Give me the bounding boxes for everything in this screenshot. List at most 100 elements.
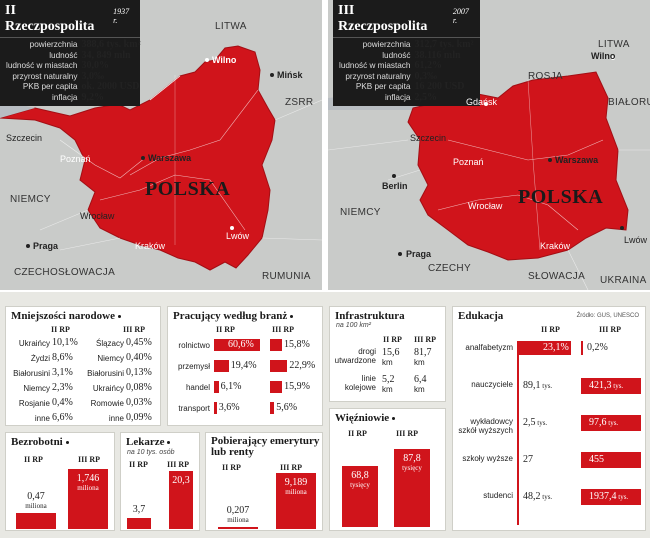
- map-ii-rp-shape: [0, 0, 322, 290]
- bar-value-number: 1,746: [76, 473, 100, 484]
- map-ii-rp: II Rzeczpospolita 1937 r. powierzchnia 388…: [0, 0, 322, 290]
- info-label: PKB per capita: [355, 82, 411, 91]
- col-header-iii-rp: III RP: [414, 335, 437, 344]
- minority-name: Niemcy: [23, 384, 50, 393]
- education-bar-ii-rp-stem: [517, 355, 519, 525]
- panel-pracujacy: Pracujący według branż II RP III RP roln…: [167, 306, 323, 426]
- city-wroclaw: Wrocław: [80, 211, 115, 221]
- sector-bar-iii-rp: [270, 360, 288, 372]
- bar-value-number: 3,7: [132, 504, 146, 516]
- panel-title-text: Pracujący według branż: [173, 310, 288, 322]
- sector-name: handel: [185, 383, 210, 392]
- infrastructure-unit: km: [382, 385, 393, 394]
- sector-value-ii-rp: 6,1%: [220, 381, 242, 392]
- info-box-ii-rp: II Rzeczpospolita 1937 r. powierzchnia 388…: [0, 0, 141, 106]
- city-praga: Praga: [406, 249, 432, 259]
- info-label: PKB per capita: [22, 82, 78, 91]
- minority-value: 0,03%: [126, 397, 152, 408]
- bar-value-ii-rp: 3,7: [117, 504, 161, 515]
- col-header-ii-rp: II RP: [24, 455, 43, 464]
- info-label: powierzchnia: [29, 40, 78, 49]
- bar-value-unit: tysięcy: [402, 464, 422, 472]
- sector-value-iii-rp: 5,6%: [276, 402, 298, 413]
- education-unit: tys.: [611, 382, 624, 390]
- minority-value: 0,40%: [126, 352, 152, 363]
- sector-value-ii-rp: 19,4%: [230, 360, 257, 371]
- sector-value-ii-rp: 60,6%: [228, 339, 254, 350]
- infrastructure-value-ii-rp: 5,2: [382, 374, 395, 385]
- bar-value-number: 0,47: [27, 490, 45, 502]
- col-header-iii-rp: III RP: [396, 429, 419, 438]
- minority-value: 0,09%: [126, 412, 152, 423]
- panel-wiezniowie: Więźniowie II RP III RP 68,8 tysięcy 87,8 t…: [329, 408, 446, 531]
- info-label: przyrost naturalny: [12, 71, 78, 81]
- minority-name: Ukraińcy: [18, 339, 50, 348]
- title-dot: [392, 416, 396, 420]
- minority-name: Rosjanie: [18, 399, 50, 408]
- panel-title-text: Bezrobotni: [11, 436, 63, 448]
- city-poznan: Poznań: [453, 157, 484, 167]
- education-value-iii-rp: 455: [589, 454, 604, 465]
- infrastructure-value-ii-rp: 15,6: [382, 347, 400, 358]
- education-value-iii-rp: 1937,4 tys.: [589, 491, 629, 502]
- col-header-iii-rp: III RP: [167, 460, 190, 469]
- panel-title: Mniejszości narodowe: [11, 310, 121, 322]
- sector-bar-ii-rp: [214, 381, 219, 393]
- education-bar-iii-rp: [581, 341, 583, 355]
- info-value: ok. 2000 USD: [81, 81, 140, 92]
- sector-bar-iii-rp: [270, 402, 275, 414]
- bar-value-number: 20,3: [172, 475, 190, 486]
- education-bar-iii-rp: [581, 452, 641, 468]
- label-rosja: ROSJA: [528, 71, 563, 82]
- sector-bar-ii-rp: [214, 360, 229, 372]
- minority-value: 0,13%: [126, 367, 152, 378]
- panel-title: Pracujący według branż: [173, 310, 294, 322]
- sector-value-iii-rp: 15,8%: [283, 339, 310, 350]
- bar-value-unit: tysięcy: [350, 480, 370, 489]
- bar-value-number: 0,207: [226, 505, 250, 516]
- education-name: wykładowcy szkół wyższych: [458, 417, 513, 435]
- city-krakow: Kraków: [540, 241, 571, 251]
- panel-title: Pobierający emerytury lub renty: [211, 436, 321, 458]
- col-header-iii-rp: III RP: [599, 325, 622, 334]
- minority-name: Białorusini: [13, 369, 50, 378]
- bar-value-ii-rp: 0,47 miliona: [6, 491, 66, 510]
- education-bar-iii-rp: [581, 489, 641, 505]
- panel-title: Infrastruktura: [335, 310, 405, 322]
- city-warszawa: Warszawa: [148, 153, 192, 163]
- panel-edukacja: Edukacja Źródło: GUS, UNESCO II RP III R…: [452, 306, 646, 531]
- minority-name: Niemcy: [97, 354, 124, 363]
- education-bar-iii-rp: [581, 415, 641, 431]
- panel-bezrobotni: Bezrobotni II RP III RP 0,47 miliona 1,746…: [5, 432, 115, 531]
- info-value: 388,6 tys. km²: [81, 39, 141, 50]
- bar-value-unit: miliona: [227, 516, 249, 524]
- panel-emeryci: Pobierający emerytury lub renty II RP II…: [205, 432, 323, 531]
- infrastructure-name: drogi utwardzone: [334, 347, 376, 365]
- city-szczecin: Szczecin: [6, 133, 43, 143]
- minority-value: 8,6%: [52, 352, 73, 363]
- education-unit: tys.: [616, 493, 629, 501]
- info-table: powierzchnia 388,6 tys. km² ludność 34, 84…: [4, 39, 141, 103]
- info-value: 61,2%: [414, 60, 442, 71]
- education-value-ii-rp: 23,1%: [543, 342, 569, 353]
- sector-value-iii-rp: 22,9%: [289, 360, 316, 371]
- minority-value: 10,1%: [52, 337, 78, 348]
- info-value: 0,3‰: [414, 70, 437, 82]
- bar-value-number: 68,8: [351, 469, 369, 481]
- sector-value-iii-rp: 15,9%: [284, 381, 310, 392]
- city-berlin: Berlin: [382, 181, 408, 191]
- sector-bar-iii-rp: [270, 381, 283, 393]
- panel-subtitle: na 100 km²: [336, 322, 372, 329]
- panel-title-text: Mniejszości narodowe: [11, 310, 115, 322]
- bar-iii-rp: [68, 469, 108, 529]
- minority-value: 3,1%: [52, 367, 73, 378]
- title-dot: [290, 314, 294, 318]
- country-label-polska: POLSKA: [518, 186, 604, 208]
- city-wilno: Wilno: [212, 55, 237, 65]
- panel-title-text: Pobierający emerytury lub renty: [211, 435, 320, 458]
- country-label-polska: POLSKA: [145, 178, 231, 200]
- education-name: szkoły wyższe: [462, 454, 513, 463]
- info-title: III Rzeczpospolita: [338, 3, 428, 34]
- sector-bar-ii-rp: [214, 402, 217, 414]
- minority-value: 6,6%: [52, 412, 73, 423]
